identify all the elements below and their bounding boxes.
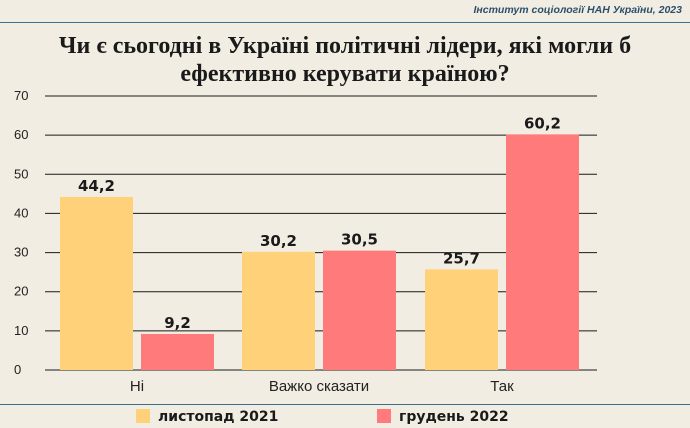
- y-tick-label-50: 50: [14, 166, 28, 181]
- bar-1-0: [242, 251, 315, 370]
- bar-1-1: [323, 250, 396, 370]
- y-tick-label-20: 20: [14, 284, 28, 299]
- y-tick-label-40: 40: [14, 205, 28, 220]
- source-label: Інститут соціології НАН України, 2023: [473, 4, 682, 16]
- bottom-rule: [0, 404, 690, 405]
- data-label-0-0: 44,2: [78, 177, 115, 195]
- legend-label-0: листопад 2021: [158, 409, 278, 425]
- y-tick-label-0: 0: [14, 362, 21, 377]
- y-tick-label-10: 10: [14, 323, 28, 338]
- y-tick-label-70: 70: [14, 88, 28, 103]
- chart-title: Чи є сьогодні в Україні політичні лідери…: [0, 32, 690, 88]
- legend-label-1: грудень 2022: [399, 409, 509, 425]
- data-label-1-1: 30,5: [341, 231, 378, 249]
- bar-0-1: [141, 333, 214, 370]
- bar-2-1: [506, 134, 579, 370]
- bar-0-0: [60, 196, 133, 370]
- data-label-2-0: 25,7: [443, 249, 480, 267]
- data-label-1-0: 30,2: [260, 232, 297, 250]
- y-tick-label-30: 30: [14, 245, 28, 260]
- legend-swatch-1: [377, 409, 391, 423]
- data-label-2-1: 60,2: [524, 114, 561, 132]
- top-rule: [0, 0, 690, 23]
- data-label-0-1: 9,2: [164, 314, 191, 332]
- legend-swatch-0: [136, 409, 150, 423]
- x-category-label-0: Ні: [130, 378, 144, 395]
- chart-title-line-2: ефективно керувати країною?: [180, 61, 510, 87]
- y-tick-label-60: 60: [14, 127, 28, 142]
- bar-2-0: [425, 269, 498, 370]
- x-category-label-1: Важко сказати: [269, 378, 369, 395]
- x-category-label-2: Так: [490, 378, 514, 395]
- chart-title-line-1: Чи є сьогодні в Україні політичні лідери…: [58, 33, 632, 59]
